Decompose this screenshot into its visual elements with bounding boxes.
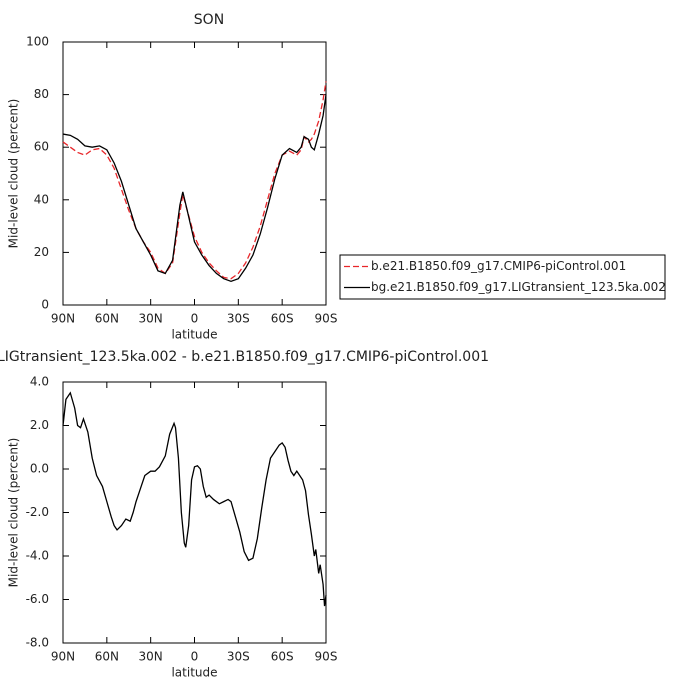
y-tick-label: 4.0 <box>30 375 49 389</box>
y-tick-label: 0 <box>41 298 49 312</box>
y-tick-label: -8.0 <box>26 636 49 650</box>
y-axis-label: Mid-level cloud (percent) <box>7 438 21 588</box>
y-tick-label: 60 <box>34 140 49 154</box>
x-tick-label: 30S <box>227 650 250 664</box>
legend-label: bg.e21.B1850.f09_g17.LIGtransient_123.5k… <box>371 280 666 294</box>
x-tick-label: 90S <box>315 312 338 326</box>
y-tick-label: 20 <box>34 245 49 259</box>
x-tick-label: 60S <box>271 650 294 664</box>
chart-title: LIGtransient_123.5ka.002 - b.e21.B1850.f… <box>0 349 489 365</box>
data-line <box>62 391 327 607</box>
x-tick-label: 90N <box>51 650 75 664</box>
plot-frame <box>62 41 327 306</box>
y-tick-label: -6.0 <box>26 592 49 606</box>
y-tick-label: 2.0 <box>30 418 49 432</box>
y-axis-label: Mid-level cloud (percent) <box>7 99 21 249</box>
x-tick-label: 90N <box>51 312 75 326</box>
x-tick-label: 90S <box>315 650 338 664</box>
x-tick-label: 0 <box>191 312 199 326</box>
chart-title: SON <box>194 12 224 28</box>
y-tick-label: 0.0 <box>30 462 49 476</box>
x-tick-label: 30N <box>139 312 163 326</box>
legend-label: b.e21.B1850.f09_g17.CMIP6-piControl.001 <box>371 259 626 273</box>
x-tick-label: 60S <box>271 312 294 326</box>
x-axis-label: latitude <box>171 328 217 342</box>
x-tick-label: 60N <box>95 312 119 326</box>
data-line <box>62 94 327 283</box>
y-tick-label: 100 <box>26 35 49 49</box>
x-axis-label: latitude <box>171 666 217 680</box>
plot-frame <box>62 381 327 644</box>
y-tick-label: 80 <box>34 87 49 101</box>
legend-box <box>339 254 666 300</box>
y-tick-label: 40 <box>34 192 49 206</box>
y-tick-label: -4.0 <box>26 549 49 563</box>
x-tick-label: 30N <box>139 650 163 664</box>
x-tick-label: 60N <box>95 650 119 664</box>
data-line <box>62 81 327 280</box>
y-tick-label: -2.0 <box>26 505 49 519</box>
x-tick-label: 0 <box>191 650 199 664</box>
x-tick-label: 30S <box>227 312 250 326</box>
